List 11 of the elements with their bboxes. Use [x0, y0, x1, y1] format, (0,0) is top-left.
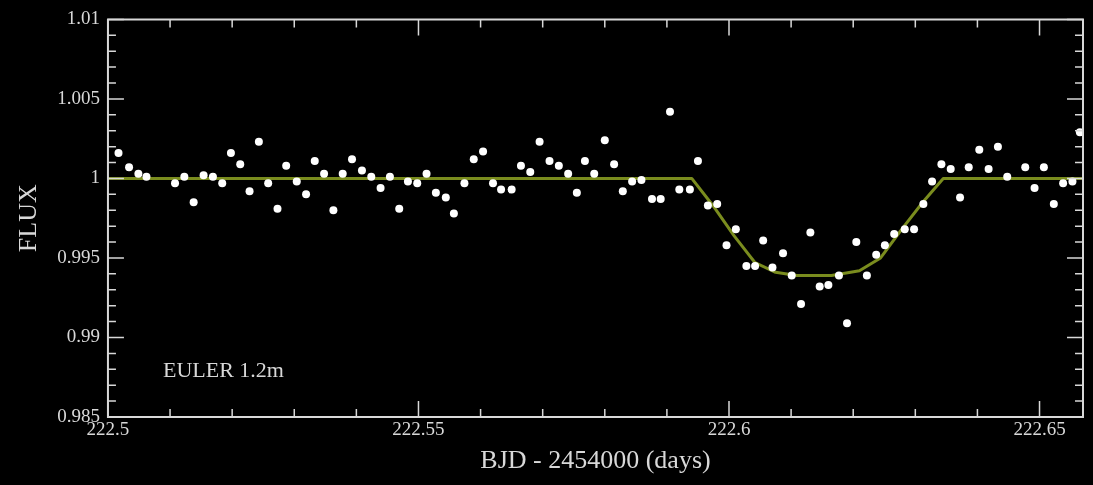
y-tick-label: 1 — [90, 166, 100, 188]
y-tick-label: 1.005 — [57, 86, 100, 108]
x-tick-label: 222.6 — [707, 418, 751, 440]
y-tick-label: 0.995 — [57, 245, 100, 267]
x-tick-label: 222.65 — [1013, 418, 1066, 440]
y-tick-label: 0.99 — [66, 325, 100, 347]
y-tick-label: 1.01 — [66, 7, 100, 29]
annotation: EULER 1.2m — [162, 356, 284, 382]
y-axis-title: FLUX — [13, 184, 43, 253]
x-axis-title: BJD - 2454000 (days) — [480, 445, 711, 475]
x-tick-label: 222.55 — [392, 418, 445, 440]
